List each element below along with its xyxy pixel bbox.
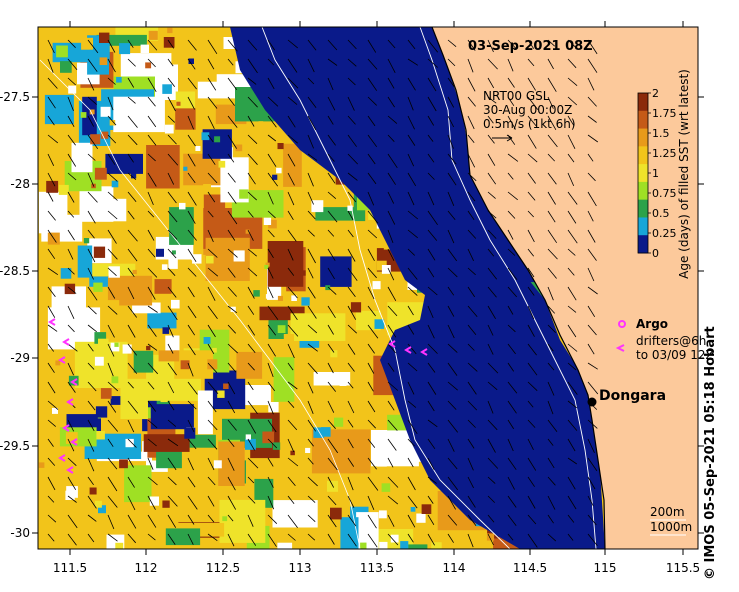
- credit-text: © IMOS 05-Sep-2021 05:18 Hobart: [703, 326, 718, 580]
- drifter-period: to 03/09 12Z: [636, 348, 714, 362]
- colorbar-tick-label: 1.75: [652, 107, 677, 120]
- colorbar-tick-label: 1.25: [652, 147, 677, 160]
- colorbar-swatch: [638, 235, 648, 254]
- contour-1000m-label: 1000m: [650, 520, 692, 534]
- colorbar-tick-label: 1: [652, 167, 659, 180]
- contour-legend: 200m 1000m: [650, 505, 692, 536]
- colorbar-swatch: [638, 110, 648, 130]
- argo-icon: [618, 320, 626, 328]
- colorbar-tick-label: 0.5: [652, 207, 670, 220]
- dataset-date: 30-Aug 00:00Z: [483, 103, 572, 117]
- isobath-3000m: [39, 59, 361, 549]
- colorbar-swatch: [638, 128, 648, 147]
- colorbar-tick-label: 0.25: [652, 227, 677, 240]
- colorbar-swatch: [638, 164, 648, 183]
- coastline: [431, 27, 606, 549]
- colorbar-label: Age (days) of filled SST (wrt latest): [677, 69, 691, 279]
- colorbar-swatch: [638, 217, 648, 236]
- dongara-marker: [587, 397, 597, 407]
- colorbar: 2 1.75 1.5 1.25 1 0.75 0.5 0.25 0: [637, 87, 677, 260]
- lat-tick-label: -28.5: [0, 264, 30, 278]
- colorbar-swatch: [638, 93, 648, 112]
- colorbar-tick-label: 2: [652, 87, 659, 100]
- isobath-1000m: [261, 27, 511, 549]
- lon-tick-label: 115: [594, 561, 617, 575]
- lon-tick-label: 115.5: [666, 561, 700, 575]
- colorbar-tick-label: 0.75: [652, 187, 677, 200]
- recent-sst-band: [230, 27, 605, 549]
- lon-tick-label: 111.5: [53, 561, 87, 575]
- lat-tick-label: -28: [10, 177, 30, 191]
- colorbar-swatch: [638, 146, 648, 165]
- lon-tick-label: 114: [443, 561, 466, 575]
- lat-tick-label: -29: [10, 351, 30, 365]
- isobath-200m: [419, 27, 597, 549]
- dataset-name: NRT00 GSL: [483, 89, 550, 103]
- colorbar-tick-label: 1.5: [652, 127, 670, 140]
- argo-legend: Argo drifters@6h to 03/09 12Z: [615, 317, 714, 362]
- vector-scale-label: 0.5m/s (1kt 6h): [483, 117, 576, 131]
- lat-tick-label: -30: [10, 526, 30, 540]
- map-area: [38, 27, 698, 549]
- colorbar-swatch: [638, 181, 648, 201]
- lon-tick-label: 114.5: [513, 561, 547, 575]
- colorbar-swatch: [638, 199, 648, 218]
- lon-tick-label: 112: [135, 561, 158, 575]
- lat-tick-label: -27.5: [0, 90, 30, 104]
- colorbar-tick-label: 0: [652, 247, 659, 260]
- plot-frame: [37, 26, 699, 550]
- drifter-tracks: [48, 318, 428, 474]
- latitude-axis: -27.5 -28 -28.5 -29 -29.5 -30: [0, 90, 704, 540]
- lon-tick-label: 113.5: [360, 561, 394, 575]
- vector-scale-arrow: [492, 134, 513, 142]
- argo-label: Argo: [636, 317, 668, 331]
- current-vectors: [47, 39, 599, 548]
- land: [432, 27, 698, 549]
- lat-tick-label: -29.5: [0, 439, 30, 453]
- lon-tick-label: 113: [289, 561, 312, 575]
- drifter-icon: [615, 344, 625, 352]
- contour-200m-label: 200m: [650, 505, 685, 519]
- map-title: 03-Sep-2021 08Z: [468, 39, 593, 54]
- longitude-axis: 111.5 112 112.5 113 113.5 114 114.5 115 115.5: [53, 21, 700, 575]
- lon-tick-label: 112.5: [206, 561, 240, 575]
- dongara-label: Dongara: [599, 388, 666, 404]
- drifter-label: drifters@6h: [636, 334, 706, 348]
